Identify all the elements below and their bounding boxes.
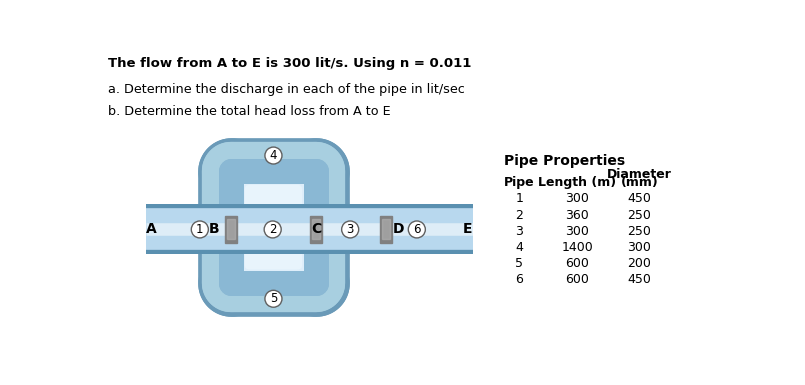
Text: D: D	[393, 223, 404, 236]
Text: The flow from A to E is 300 lit/s. Using n = 0.011: The flow from A to E is 300 lit/s. Using…	[109, 57, 472, 70]
Text: Pipe: Pipe	[504, 176, 535, 189]
Circle shape	[264, 221, 281, 238]
Text: B: B	[208, 223, 219, 236]
Bar	[226, 219, 235, 239]
Bar	[380, 216, 392, 243]
Text: 1: 1	[196, 223, 204, 236]
Bar	[382, 219, 390, 239]
Circle shape	[341, 221, 359, 238]
Text: a. Determine the discharge in each of the pipe in lit/sec: a. Determine the discharge in each of th…	[109, 83, 465, 96]
Text: 300: 300	[565, 192, 589, 206]
Text: (mm): (mm)	[621, 176, 658, 189]
Circle shape	[408, 221, 425, 238]
Text: 250: 250	[627, 209, 651, 222]
Text: 1400: 1400	[561, 241, 593, 254]
Bar	[310, 216, 322, 243]
Text: 600: 600	[565, 257, 589, 270]
Text: Pipe Properties: Pipe Properties	[504, 154, 625, 168]
FancyBboxPatch shape	[241, 181, 306, 273]
Circle shape	[265, 147, 282, 164]
Text: C: C	[311, 223, 321, 236]
Text: 450: 450	[627, 273, 651, 286]
Text: 4: 4	[515, 241, 523, 254]
Text: Diameter: Diameter	[607, 168, 671, 181]
Circle shape	[265, 290, 282, 307]
Text: 300: 300	[565, 225, 589, 238]
Text: A: A	[147, 223, 157, 236]
Text: 1: 1	[515, 192, 523, 206]
Text: 600: 600	[565, 273, 589, 286]
Text: 2: 2	[515, 209, 523, 222]
Text: 3: 3	[346, 223, 354, 236]
Text: 5: 5	[515, 257, 523, 270]
Text: 2: 2	[269, 223, 276, 236]
Text: 6: 6	[413, 223, 420, 236]
Text: 250: 250	[627, 225, 651, 238]
Text: 5: 5	[270, 292, 277, 305]
Text: 4: 4	[270, 149, 277, 162]
Circle shape	[192, 221, 208, 238]
Text: 300: 300	[627, 241, 651, 254]
Bar	[225, 216, 237, 243]
Text: 3: 3	[515, 225, 523, 238]
Text: 450: 450	[627, 192, 651, 206]
Text: 6: 6	[515, 273, 523, 286]
Text: 360: 360	[565, 209, 589, 222]
Bar	[312, 219, 320, 239]
Text: b. Determine the total head loss from A to E: b. Determine the total head loss from A …	[109, 105, 391, 118]
FancyBboxPatch shape	[245, 185, 302, 270]
Text: 200: 200	[627, 257, 651, 270]
Text: E: E	[463, 223, 473, 236]
Text: Length (m): Length (m)	[539, 176, 617, 189]
